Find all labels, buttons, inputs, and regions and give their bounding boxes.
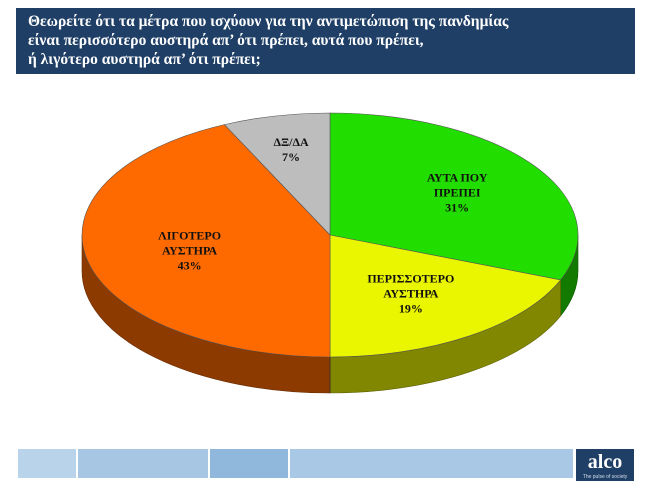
pie-label-1: ΠΕΡΙΣΣΟΤΕΡΟ ΑΥΣΤΗΡΑ 19% [367,272,454,316]
title-line-1: Θεωρείτε ότι τα μέτρα που ισχύουν για τη… [28,13,509,30]
pie-slice-1 [329,234,562,358]
pie-value-label: 19% [399,302,423,316]
footer-bar-4 [290,449,573,478]
pie-value-label: 7% [282,150,300,164]
pie-value-label: 43% [178,258,202,272]
logo-tagline: The pulse of society [582,474,628,480]
pie-slice-3 [223,112,331,236]
title-line-2: είναι περισσότερο αυστηρά απ’ ότι πρέπει… [28,32,424,49]
chart-title: Θεωρείτε ότι τα μέτρα που ισχύουν για τη… [16,8,635,74]
pie-value-label: 31% [445,200,469,214]
pie-category-label: ΑΥΣΤΗΡΑ [383,287,439,301]
pie-category-label: ΑΥΤΑ ΠΟΥ [427,170,488,184]
pie-slice-0 [329,112,579,281]
pie-category-label: ΠΡΕΠΕΙ [434,185,481,199]
footer-bar-1 [18,449,76,478]
logo-text: alco [587,451,623,473]
pie-category-label: ΛΙΓΟΤΕΡΟ [158,228,221,242]
footer-bar-2 [78,449,208,478]
pie-category-label: ΑΥΣΤΗΡΑ [162,243,218,257]
pie-label-2: ΛΙΓΟΤΕΡΟ ΑΥΣΤΗΡΑ 43% [158,228,221,272]
pie-slice-2 [81,124,331,358]
pie-label-0: ΑΥΤΑ ΠΟΥ ΠΡΕΠΕΙ 31% [427,170,488,214]
pie-label-3: ΔΞ/ΔΑ 7% [273,135,309,164]
footer-bar-3 [210,449,288,478]
title-line-3: ή λιγότερο αυστηρά απ’ ότι πρέπει; [28,51,261,68]
pie-category-label: ΔΞ/ΔΑ [273,135,309,149]
alco-logo: alco The pulse of society [576,449,634,481]
pie-category-label: ΠΕΡΙΣΣΟΤΕΡΟ [367,272,454,286]
